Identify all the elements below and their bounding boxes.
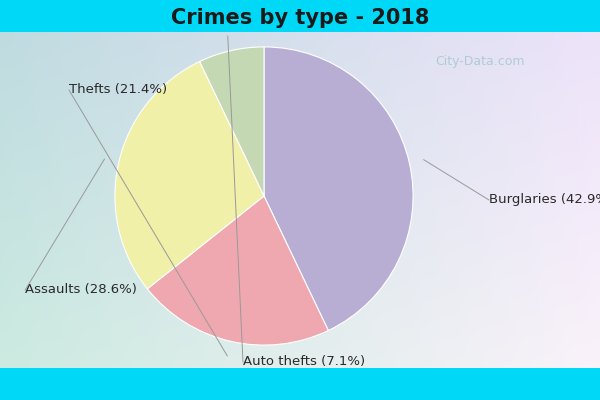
Text: Auto thefts (7.1%): Auto thefts (7.1%) [243, 356, 365, 368]
Text: City-Data.com: City-Data.com [435, 56, 525, 68]
Wedge shape [200, 47, 264, 196]
Wedge shape [148, 196, 328, 345]
Wedge shape [115, 62, 264, 289]
Text: Assaults (28.6%): Assaults (28.6%) [25, 284, 137, 296]
Text: Thefts (21.4%): Thefts (21.4%) [69, 84, 167, 96]
Text: Crimes by type - 2018: Crimes by type - 2018 [171, 8, 429, 28]
Text: Burglaries (42.9%): Burglaries (42.9%) [489, 194, 600, 206]
Wedge shape [264, 47, 413, 330]
